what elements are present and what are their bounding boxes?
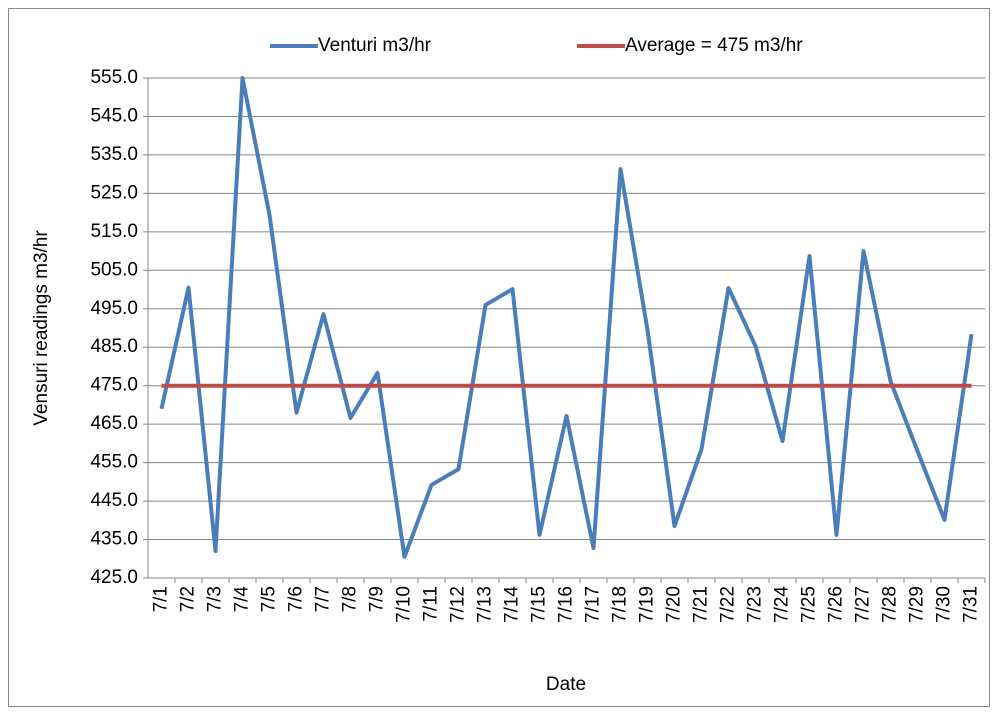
x-tick-label: 7/4 xyxy=(232,586,253,613)
y-tick-label: 535.0 xyxy=(90,144,138,165)
x-tick-label: 7/17 xyxy=(583,586,604,623)
x-tick-label: 7/8 xyxy=(340,586,361,612)
x-tick-label: 7/31 xyxy=(961,586,982,623)
y-tick-label: 515.0 xyxy=(90,221,138,242)
y-axis-title: Vensuri readings m3/hr xyxy=(31,230,52,426)
x-tick-label: 7/23 xyxy=(745,586,766,623)
x-tick-label: 7/26 xyxy=(826,586,847,623)
x-tick-label: 7/1 xyxy=(151,586,172,612)
x-tick-label: 7/15 xyxy=(529,586,550,623)
x-tick-label: 7/7 xyxy=(313,586,334,612)
x-tick-label: 7/12 xyxy=(448,586,469,623)
x-tick-label: 7/9 xyxy=(367,586,388,612)
x-tick-label: 7/24 xyxy=(772,586,793,623)
x-tick-label: 7/11 xyxy=(421,586,442,622)
y-tick-label: 465.0 xyxy=(90,413,138,434)
y-tick-label: 495.0 xyxy=(90,298,138,319)
x-tick-label: 7/30 xyxy=(934,586,955,623)
x-tick-label: 7/16 xyxy=(556,586,577,623)
y-tick-label: 475.0 xyxy=(90,375,138,396)
x-axis-title: Date xyxy=(546,674,586,695)
legend-label: Venturi m3/hr xyxy=(318,35,432,56)
y-tick-label: 455.0 xyxy=(90,452,138,473)
x-tick-label: 7/22 xyxy=(718,586,739,623)
y-tick-label: 445.0 xyxy=(90,490,138,511)
x-tick-label: 7/20 xyxy=(664,586,685,623)
x-tick-label: 7/13 xyxy=(475,586,496,623)
x-tick-label: 7/29 xyxy=(907,586,928,623)
x-tick-label: 7/3 xyxy=(205,586,226,612)
x-tick-label: 7/21 xyxy=(691,586,712,623)
x-tick-label: 7/5 xyxy=(259,586,280,612)
x-tick-label: 7/25 xyxy=(799,586,820,623)
y-tick-label: 545.0 xyxy=(90,105,138,126)
x-tick-label: 7/19 xyxy=(637,586,658,623)
y-tick-label: 435.0 xyxy=(90,529,138,550)
x-tick-label: 7/6 xyxy=(286,586,307,612)
x-tick-label: 7/28 xyxy=(880,586,901,623)
x-tick-label: 7/2 xyxy=(178,586,199,612)
x-tick-label: 7/27 xyxy=(853,586,874,623)
data-line xyxy=(159,76,974,559)
legend-label: Average = 475 m3/hr xyxy=(625,35,803,56)
y-tick-label: 425.0 xyxy=(90,567,138,588)
y-tick-label: 505.0 xyxy=(90,259,138,280)
y-tick-label: 525.0 xyxy=(90,182,138,203)
y-tick-label: 555.0 xyxy=(90,67,138,88)
y-tick-label: 485.0 xyxy=(90,336,138,357)
x-tick-label: 7/14 xyxy=(502,586,523,623)
x-tick-label: 7/18 xyxy=(610,586,631,623)
x-tick-label: 7/10 xyxy=(394,586,415,623)
